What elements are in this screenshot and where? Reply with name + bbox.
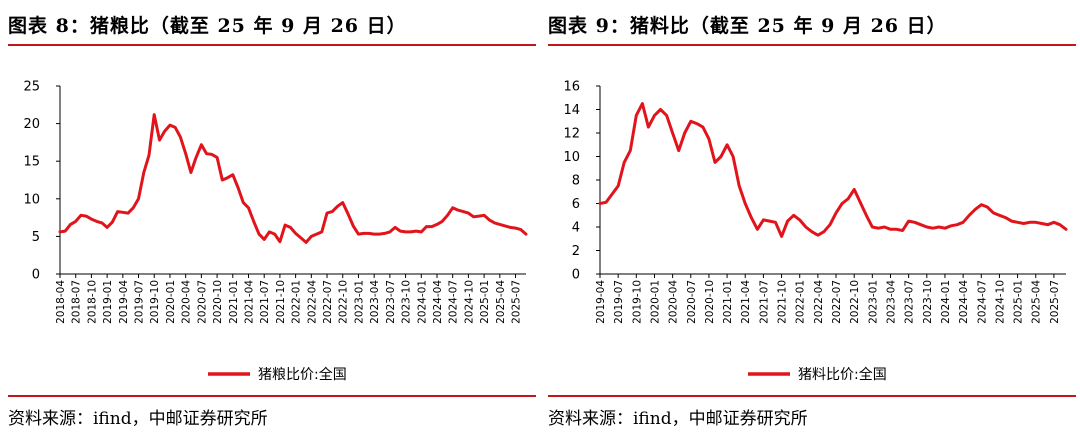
x-tick-label: 2022-07 xyxy=(322,280,334,324)
x-tick-label: 2021-01 xyxy=(228,280,240,324)
x-tick-label: 2019-10 xyxy=(149,280,161,324)
x-tick-label: 2019-04 xyxy=(118,280,130,324)
x-tick-label: 2018-07 xyxy=(71,280,83,324)
chart-title: 图表 9：猪料比（截至 25 年 9 月 26 日） xyxy=(548,15,947,37)
y-tick-label: 10 xyxy=(23,192,40,207)
x-tick-label: 2020-10 xyxy=(704,280,716,324)
y-tick-label: 16 xyxy=(563,80,580,95)
legend-label: 猪粮比价:全国 xyxy=(258,366,347,383)
chart-panel-pig-grain: 图表 8：猪粮比（截至 25 年 9 月 26 日） 0 5 10 15 20 25 201… xyxy=(8,0,536,441)
series-line xyxy=(598,102,1068,238)
x-tick-label: 2018-10 xyxy=(86,280,98,324)
x-tick-label: 2021-04 xyxy=(740,280,752,324)
x-tick-label: 2024-10 xyxy=(463,280,475,324)
source-divider xyxy=(8,395,536,397)
pig-feed-ratio-chart: 0 2 4 6 8 10 12 14 16 2019-04 2019-07 2019-10 2020-0… xyxy=(563,80,1068,383)
x-tick-label: 2025-07 xyxy=(511,280,523,324)
x-tick-label: 2021-04 xyxy=(243,280,255,324)
x-tick-label: 2020-07 xyxy=(196,280,208,324)
x-tick-label: 2020-01 xyxy=(649,280,661,324)
x-tick-label: 2020-10 xyxy=(212,280,224,324)
y-tick-label: 25 xyxy=(23,80,40,95)
x-tick-label: 2023-07 xyxy=(385,280,397,324)
x-tick-label: 2020-04 xyxy=(668,280,680,324)
x-tick-label: 2024-01 xyxy=(416,280,428,324)
x-tick-label: 2020-07 xyxy=(686,280,698,324)
x-tick-label: 2023-01 xyxy=(353,280,365,324)
series-line xyxy=(58,113,528,244)
x-tick-label: 2024-07 xyxy=(976,280,988,324)
x-tick-label: 2023-04 xyxy=(369,280,381,324)
y-tick-label: 10 xyxy=(563,150,580,165)
y-tick-label: 12 xyxy=(563,127,580,142)
y-tick-label: 5 xyxy=(32,230,40,245)
x-tick-label: 2019-07 xyxy=(134,280,146,324)
y-tick-label: 8 xyxy=(572,174,580,189)
data-source-note: 资料来源：ifind，中邮证券研究所 xyxy=(548,409,808,429)
y-tick-label: 14 xyxy=(563,103,580,118)
x-tick-label: 2021-10 xyxy=(777,280,789,324)
x-tick-label: 2022-07 xyxy=(831,280,843,324)
y-tick-label: 15 xyxy=(23,155,40,170)
x-tick-label: 2019-07 xyxy=(613,280,625,324)
x-tick-label: 2024-10 xyxy=(994,280,1006,324)
y-tick-label: 0 xyxy=(572,268,580,283)
y-tick-label: 2 xyxy=(572,244,580,259)
x-tick-label: 2025-01 xyxy=(1013,280,1025,324)
x-tick-label: 2022-01 xyxy=(795,280,807,324)
x-tick-label: 2021-10 xyxy=(275,280,287,324)
y-tick-label: 20 xyxy=(23,117,40,132)
x-tick-label: 2019-10 xyxy=(631,280,643,324)
x-tick-label: 2019-04 xyxy=(595,280,607,324)
chart-panel-pig-feed: 图表 9：猪料比（截至 25 年 9 月 26 日） 0 2 4 6 8 10 12 14 16… xyxy=(548,0,1076,441)
x-tick-label: 2023-07 xyxy=(904,280,916,324)
x-tick-label: 2023-10 xyxy=(922,280,934,324)
x-tick-label: 2021-07 xyxy=(758,280,770,324)
x-tick-label: 2019-01 xyxy=(102,280,114,324)
x-tick-label: 2020-04 xyxy=(181,280,193,324)
data-source-note: 资料来源：ifind，中邮证券研究所 xyxy=(8,409,268,429)
y-tick-label: 4 xyxy=(572,221,580,236)
x-tick-label: 2021-01 xyxy=(722,280,734,324)
x-tick-label: 2024-04 xyxy=(958,280,970,324)
source-divider xyxy=(548,395,1076,397)
x-tick-label: 2022-04 xyxy=(813,280,825,324)
x-tick-label: 2023-04 xyxy=(885,280,897,324)
x-tick-label: 2022-04 xyxy=(306,280,318,324)
x-tick-label: 2022-10 xyxy=(849,280,861,324)
y-tick-label: 0 xyxy=(32,268,40,283)
x-tick-label: 2024-04 xyxy=(432,280,444,324)
x-tick-label: 2025-04 xyxy=(495,280,507,324)
pig-grain-ratio-chart: 0 5 10 15 20 25 2018-04 2018-07 2018-10 2019-01 20… xyxy=(23,80,528,383)
title-divider xyxy=(548,44,1076,46)
x-tick-label: 2024-01 xyxy=(940,280,952,324)
y-tick-label: 6 xyxy=(572,197,580,212)
x-tick-label: 2025-07 xyxy=(1049,280,1061,324)
legend-label: 猪料比价:全国 xyxy=(798,366,887,383)
x-tick-label: 2022-01 xyxy=(291,280,303,324)
x-tick-label: 2018-04 xyxy=(55,280,67,324)
chart-title: 图表 8：猪粮比（截至 25 年 9 月 26 日） xyxy=(8,15,407,37)
x-tick-label: 2024-07 xyxy=(448,280,460,324)
x-tick-label: 2021-07 xyxy=(259,280,271,324)
x-tick-label: 2020-01 xyxy=(165,280,177,324)
x-tick-label: 2025-01 xyxy=(479,280,491,324)
title-divider xyxy=(8,44,536,46)
x-tick-label: 2022-10 xyxy=(338,280,350,324)
x-tick-label: 2025-04 xyxy=(1031,280,1043,324)
x-tick-label: 2023-01 xyxy=(867,280,879,324)
x-tick-label: 2023-10 xyxy=(401,280,413,324)
